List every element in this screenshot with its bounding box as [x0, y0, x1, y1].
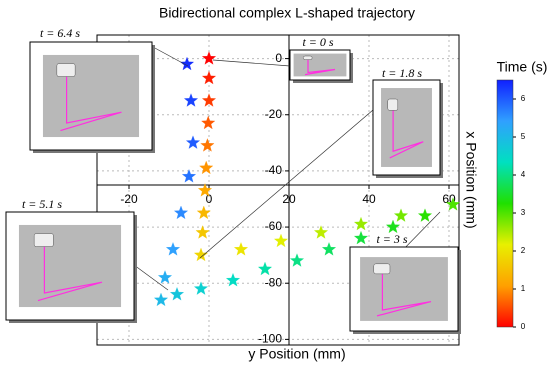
inset-label: t = 3 s — [376, 232, 407, 246]
trajectory-star — [196, 205, 211, 220]
x-tick-label: 40 — [362, 192, 376, 206]
x-tick-label: 0 — [206, 192, 213, 206]
y-tick-label: -60 — [265, 219, 283, 233]
trajectory-star — [193, 281, 209, 295]
trajectory-star — [179, 56, 195, 71]
x-tick-label: 20 — [282, 192, 296, 206]
colorbar-tick-label: 2 — [521, 246, 526, 255]
trajectory-star — [201, 51, 217, 65]
colorbar-tick-label: 4 — [521, 170, 526, 179]
trajectory-star — [225, 272, 241, 287]
inset-robot — [373, 263, 391, 275]
colorbar-tick-label: 3 — [521, 208, 526, 217]
trajectory-star — [165, 242, 181, 256]
chart-title: Bidirectional complex L-shaped trajector… — [159, 5, 415, 21]
trajectory-star — [173, 205, 189, 220]
trajectory-star — [273, 233, 289, 248]
inset-label: t = 5.1 s — [22, 197, 62, 211]
colorbar-tick-label: 6 — [521, 94, 526, 103]
trajectory-star — [200, 138, 215, 152]
trajectory-star — [183, 93, 199, 107]
inset-robot — [56, 63, 76, 77]
trajectory-star — [193, 247, 209, 262]
inset-arrow — [199, 109, 374, 259]
trajectory-star — [169, 287, 185, 301]
colorbar — [496, 79, 514, 328]
trajectory-star — [201, 70, 217, 85]
y-tick-label: 0 — [275, 51, 282, 65]
inset-arrow — [152, 46, 189, 67]
trajectory-star — [353, 230, 369, 245]
inset-label: t = 1.8 s — [382, 66, 422, 80]
trajectory-star — [385, 219, 401, 234]
y-tick-label: -80 — [265, 275, 283, 289]
trajectory-star — [199, 160, 214, 175]
trajectory-star — [195, 225, 210, 239]
inset-arrow — [212, 59, 291, 67]
inset-label: t = 6.4 s — [40, 26, 80, 40]
trajectory-star — [201, 115, 216, 130]
x-axis-label: y Position (mm) — [248, 346, 345, 362]
trajectory-star — [289, 253, 305, 267]
trajectory-star — [393, 208, 409, 222]
trajectory-star — [157, 270, 173, 284]
trajectory-star — [233, 242, 249, 256]
trajectory-star — [197, 183, 213, 197]
y-axis-label: x Position (mm) — [463, 131, 479, 228]
trajectory-star — [153, 292, 169, 307]
trajectory-star — [185, 135, 201, 149]
y-tick-label: -20 — [265, 107, 283, 121]
trajectory-star — [353, 216, 369, 231]
inset-arrow — [133, 264, 169, 291]
inset-photo — [293, 53, 347, 77]
inset-label: t = 0 s — [302, 35, 333, 49]
trajectory-star — [445, 197, 461, 211]
inset-trace — [37, 239, 103, 302]
trajectory-star — [313, 225, 329, 239]
y-tick-label: -100 — [258, 332, 282, 346]
plot-frame — [96, 34, 460, 346]
trajectory-star — [181, 169, 197, 183]
inset-trace — [60, 69, 122, 132]
trajectory-star — [417, 208, 433, 222]
trajectory-star — [201, 93, 217, 107]
y-tick-label: -40 — [265, 163, 283, 177]
inset-trace — [389, 103, 424, 159]
inset-trace — [376, 268, 432, 317]
colorbar-tick-label: 0 — [521, 322, 526, 331]
colorbar-tick-label: 5 — [521, 132, 526, 141]
inset-robot — [33, 233, 54, 247]
colorbar-tick-label: 1 — [521, 284, 526, 293]
trajectory-star — [321, 242, 337, 256]
inset-photo — [360, 257, 448, 321]
colorbar-label: Time (s) — [497, 59, 548, 75]
inset-robot — [387, 98, 399, 111]
x-tick-label: -20 — [120, 192, 138, 206]
inset-robot — [302, 55, 313, 60]
inset-trace — [304, 57, 336, 76]
trajectory-star — [257, 261, 273, 276]
